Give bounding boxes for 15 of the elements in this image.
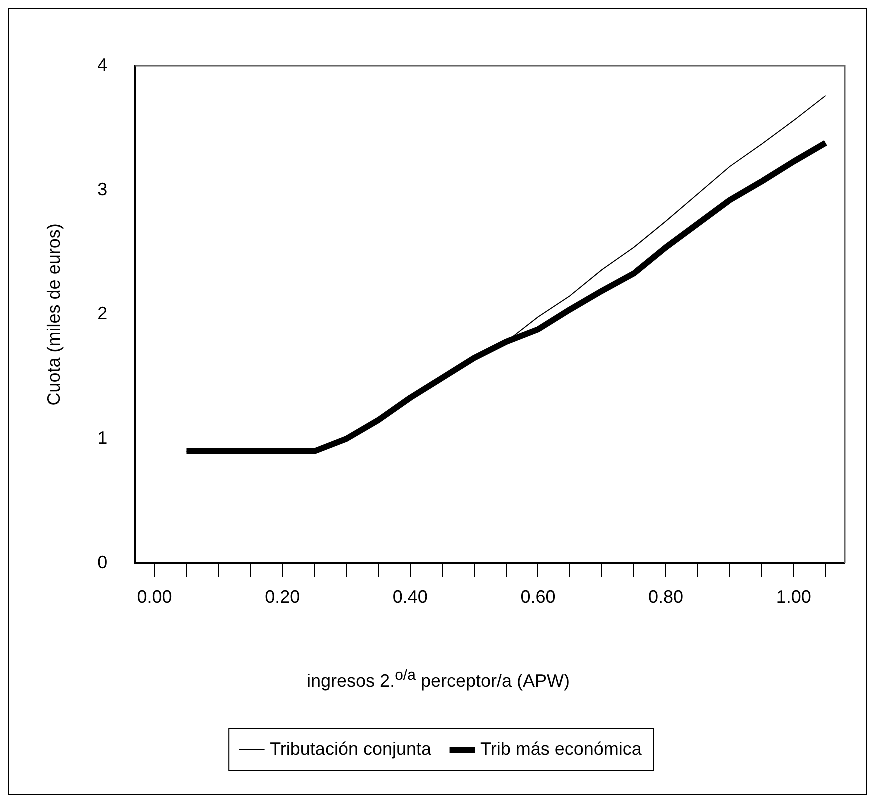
x-tick-label: 0.20 [265, 587, 300, 608]
x-tick-label: 0.60 [520, 587, 556, 608]
x-tick-label: 0.40 [392, 587, 428, 608]
y-tick-label: 2 [98, 304, 108, 324]
y-axis-title: Cuota (miles de euros) [44, 224, 64, 406]
y-tick-label: 0 [98, 552, 108, 572]
legend-label: Tributación conjunta [270, 738, 433, 759]
y-tick-label: 4 [98, 54, 108, 75]
x-tick-label: 0.00 [137, 587, 172, 608]
y-tick-label: 1 [98, 428, 108, 448]
x-tick-label: 0.80 [648, 587, 684, 608]
legend-label: Trib más económica [480, 738, 643, 759]
x-axis-title: ingresos 2.$^{o/a}$ perceptor/a (APW) [306, 667, 571, 692]
y-tick-label: 3 [98, 179, 108, 200]
x-tick-label: 1.00 [776, 587, 812, 608]
